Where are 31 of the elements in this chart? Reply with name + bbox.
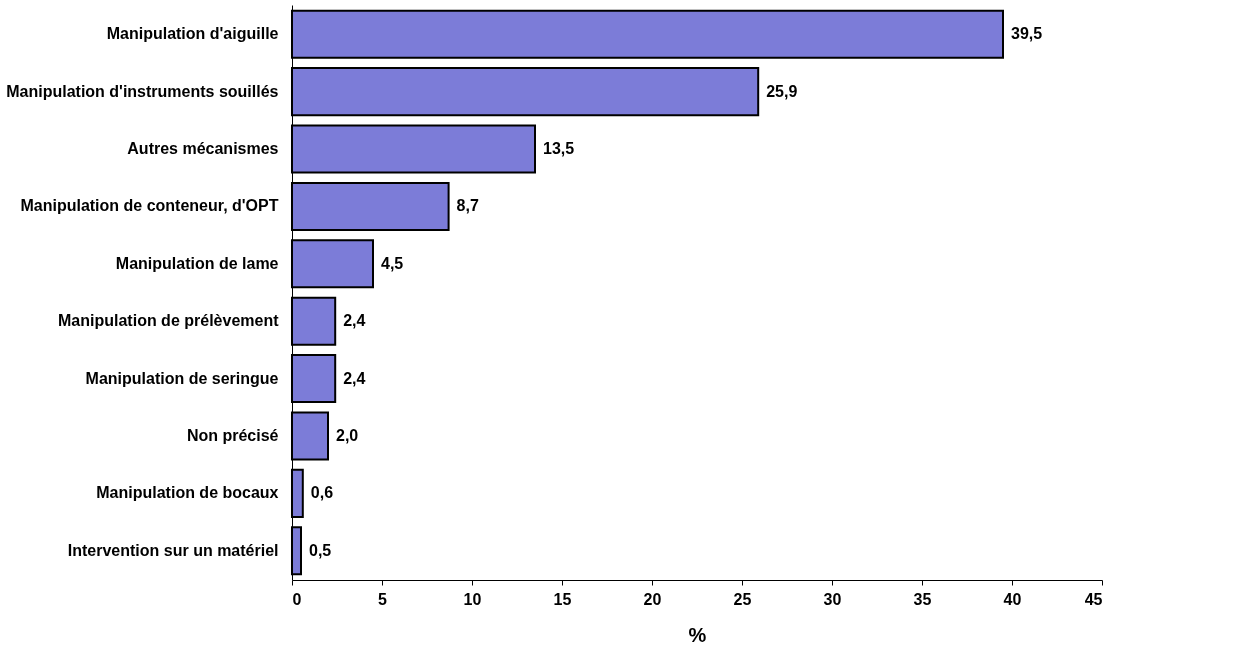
data-label: 2,4 bbox=[343, 312, 366, 330]
x-tick-label: 15 bbox=[553, 590, 572, 608]
y-tick-label: Manipulation de bocaux bbox=[96, 484, 279, 502]
y-tick-label: Manipulation de seringue bbox=[85, 369, 279, 387]
x-axis-title: % bbox=[688, 623, 707, 646]
data-label: 13,5 bbox=[543, 140, 575, 158]
x-tick-label: 20 bbox=[643, 590, 662, 608]
y-tick-label: Manipulation de prélèvement bbox=[58, 312, 280, 330]
x-tick-label: 0 bbox=[292, 590, 302, 608]
y-tick-label: Manipulation de lame bbox=[115, 254, 279, 272]
y-tick-label: Autres mécanismes bbox=[127, 140, 279, 158]
y-tick-label: Intervention sur un matériel bbox=[67, 541, 279, 559]
y-tick-label: Manipulation de conteneur, d'OPT bbox=[20, 197, 279, 215]
x-tick-label: 25 bbox=[733, 590, 752, 608]
data-label: 25,9 bbox=[766, 82, 798, 100]
x-tick-label: 35 bbox=[913, 590, 932, 608]
y-tick-label: Manipulation d'instruments souillés bbox=[6, 82, 279, 100]
data-label: 8,7 bbox=[456, 197, 479, 215]
data-label: 0,5 bbox=[309, 541, 332, 559]
data-label: 2,0 bbox=[336, 426, 359, 444]
x-tick-label: 30 bbox=[823, 590, 842, 608]
x-tick-label: 45 bbox=[1084, 590, 1103, 608]
x-tick-label: 5 bbox=[378, 590, 388, 608]
x-tick-label: 40 bbox=[1003, 590, 1022, 608]
x-tick-label: 10 bbox=[463, 590, 482, 608]
y-tick-label: Non précisé bbox=[186, 426, 279, 444]
y-tick-label: Manipulation d'aiguille bbox=[106, 25, 279, 43]
data-label: 0,6 bbox=[310, 484, 334, 502]
data-label: 2,4 bbox=[343, 369, 366, 387]
data-label: 4,5 bbox=[381, 254, 404, 272]
data-label: 39,5 bbox=[1011, 25, 1043, 43]
